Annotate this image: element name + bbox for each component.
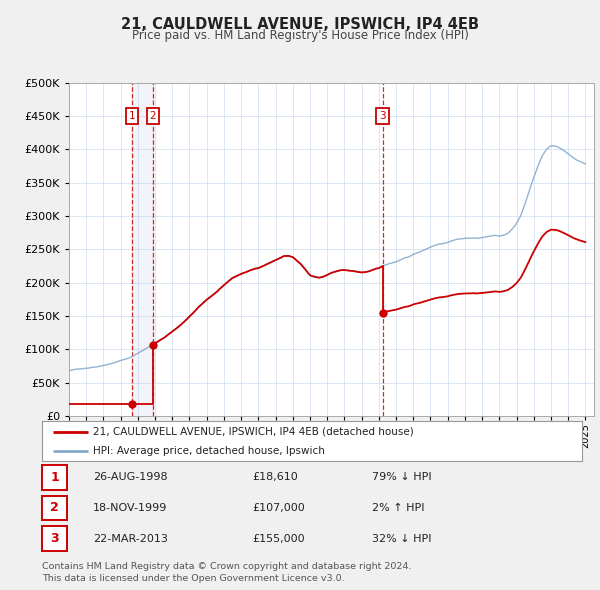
- Text: 18-NOV-1999: 18-NOV-1999: [93, 503, 167, 513]
- Text: 21, CAULDWELL AVENUE, IPSWICH, IP4 4EB: 21, CAULDWELL AVENUE, IPSWICH, IP4 4EB: [121, 17, 479, 31]
- Text: 2: 2: [50, 502, 59, 514]
- Text: 21, CAULDWELL AVENUE, IPSWICH, IP4 4EB (detached house): 21, CAULDWELL AVENUE, IPSWICH, IP4 4EB (…: [94, 427, 414, 437]
- Text: Price paid vs. HM Land Registry's House Price Index (HPI): Price paid vs. HM Land Registry's House …: [131, 30, 469, 42]
- Text: £18,610: £18,610: [252, 473, 298, 482]
- Text: 1: 1: [128, 111, 135, 121]
- Text: 2: 2: [150, 111, 157, 121]
- Text: 26-AUG-1998: 26-AUG-1998: [93, 473, 167, 482]
- Text: Contains HM Land Registry data © Crown copyright and database right 2024.
This d: Contains HM Land Registry data © Crown c…: [42, 562, 412, 583]
- Text: 3: 3: [50, 532, 59, 545]
- Text: 22-MAR-2013: 22-MAR-2013: [93, 534, 168, 543]
- Text: 1: 1: [50, 471, 59, 484]
- Text: 32% ↓ HPI: 32% ↓ HPI: [372, 534, 431, 543]
- Text: £155,000: £155,000: [252, 534, 305, 543]
- Text: £107,000: £107,000: [252, 503, 305, 513]
- Text: HPI: Average price, detached house, Ipswich: HPI: Average price, detached house, Ipsw…: [94, 446, 325, 456]
- Text: 3: 3: [379, 111, 386, 121]
- Bar: [132, 83, 153, 416]
- Text: 79% ↓ HPI: 79% ↓ HPI: [372, 473, 431, 482]
- Text: 2% ↑ HPI: 2% ↑ HPI: [372, 503, 425, 513]
